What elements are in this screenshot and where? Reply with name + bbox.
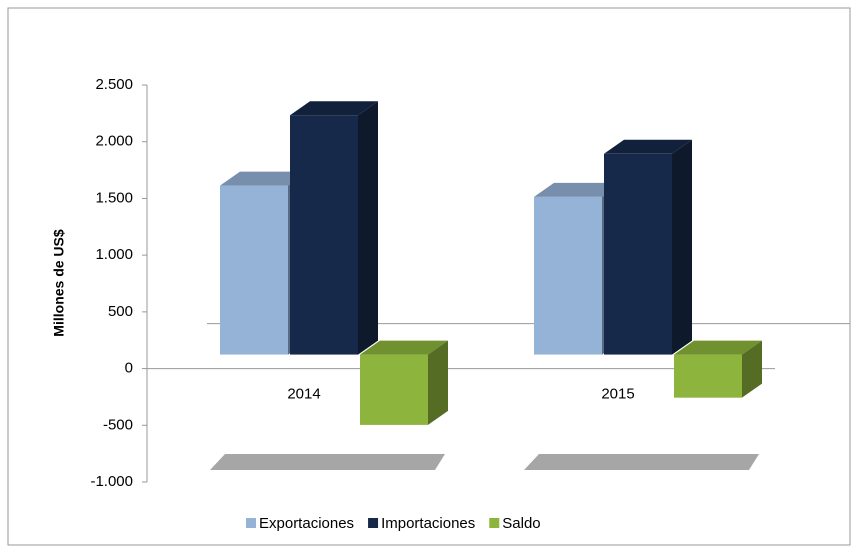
bar-top <box>604 139 692 154</box>
bar-top <box>674 340 762 355</box>
legend-swatch <box>368 518 379 528</box>
bar <box>290 101 378 355</box>
shadow <box>524 454 759 470</box>
bar <box>674 340 762 398</box>
legend-label: Saldo <box>502 515 540 532</box>
x-tick-label: 2015 <box>601 386 634 403</box>
y-tick-label: 2.500 <box>95 76 133 93</box>
y-tick-label: 2.000 <box>95 133 133 150</box>
y-tick-label: 1.500 <box>95 189 133 206</box>
bar <box>360 340 448 425</box>
bar-front <box>220 185 288 355</box>
y-axis-label: Millones de US$ <box>51 229 67 337</box>
bar-front <box>534 196 602 355</box>
legend-label: Exportaciones <box>259 515 354 532</box>
y-tick-label: -500 <box>103 416 133 433</box>
bar-side <box>672 139 692 355</box>
y-tick-label: -1.000 <box>90 473 133 490</box>
bar-front <box>290 115 358 355</box>
bar-side <box>428 340 448 425</box>
y-tick-label: 500 <box>108 303 133 320</box>
bar-side <box>358 101 378 355</box>
bar-front <box>360 354 428 425</box>
x-tick-label: 2014 <box>287 386 320 403</box>
legend-label: Importaciones <box>381 515 475 532</box>
bar-front <box>604 153 672 355</box>
shadow <box>210 454 445 470</box>
y-tick-label: 0 <box>125 360 133 377</box>
bar-side <box>742 340 762 398</box>
bar-top <box>534 182 622 197</box>
bar-top <box>290 101 378 116</box>
bar-front <box>674 354 742 398</box>
legend-swatch <box>489 518 500 528</box>
bar <box>604 139 692 355</box>
y-tick-label: 1.000 <box>95 246 133 263</box>
bar-top <box>220 171 308 186</box>
legend-swatch <box>246 518 256 528</box>
bar-top <box>360 340 448 355</box>
